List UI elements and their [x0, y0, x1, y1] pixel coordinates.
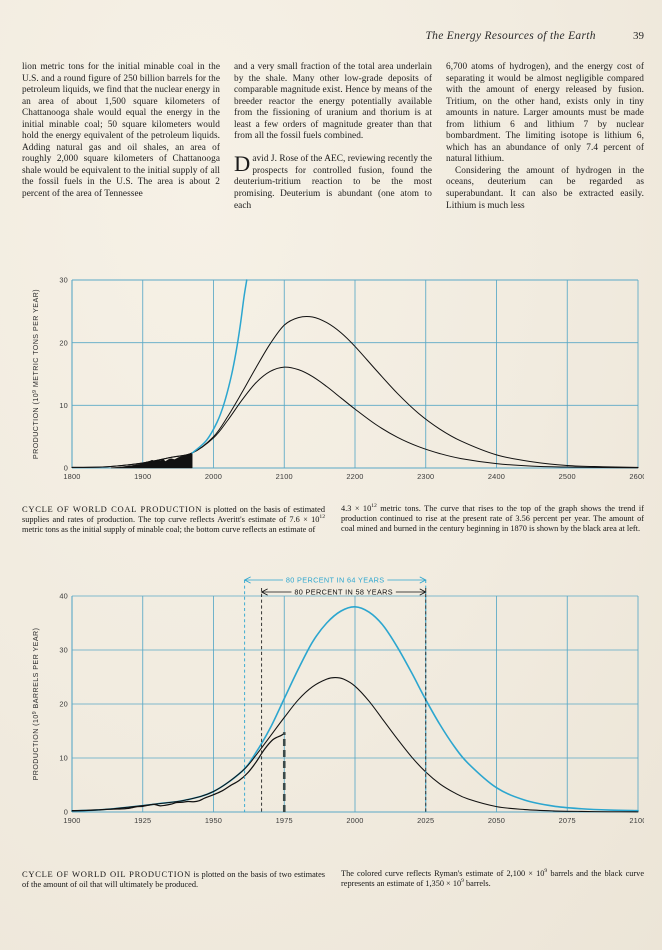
body-column-1: lion metric tons for the initial minable…: [22, 62, 220, 212]
chart2-y-tick: 10: [59, 754, 68, 763]
chart1-y-tick: 0: [64, 464, 68, 473]
chart2-y-tick: 40: [59, 592, 68, 601]
caption-oil-chart: CYCLE OF WORLD OIL PRODUCTION is plotted…: [22, 868, 645, 890]
paragraph-col2-a: and a very small fraction of the total a…: [234, 62, 432, 142]
caption2-left: CYCLE OF WORLD OIL PRODUCTION is plotted…: [22, 869, 325, 890]
chart2-x-tick: 1900: [63, 816, 80, 825]
chart2-y-tick: 0: [64, 808, 68, 817]
chart2-observed-history: [71, 732, 285, 812]
body-column-2: and a very small fraction of the total a…: [234, 62, 432, 212]
chart1-y-tick: 20: [59, 338, 68, 347]
chart2-y-tick: 20: [59, 700, 68, 709]
caption1-left-rest: is plotted on the basis of estimated sup…: [22, 505, 325, 525]
chart2-curve: [71, 677, 639, 813]
caption1-lead: CYCLE OF WORLD COAL PRODUCTION: [22, 504, 203, 514]
chart2-y-tick: 30: [59, 646, 68, 655]
chart2-annotation-label: 80 PERCENT IN 64 YEARS: [286, 576, 385, 585]
chart1-x-tick: 1900: [134, 472, 151, 481]
chart1-x-tick: 2000: [205, 472, 222, 481]
chart2-plot-area: 80 PERCENT IN 64 YEARS 80 PERCENT IN 58 Y…: [32, 576, 644, 825]
body-column-3: 6,700 atoms of hydrogen), and the energy…: [446, 62, 644, 212]
caption2-right-exponent-2: 9: [461, 878, 464, 885]
caption-coal-chart: CYCLE OF WORLD COAL PRODUCTION is plotte…: [22, 503, 644, 536]
chart1-series-group: [71, 279, 639, 469]
chart2-series-group: [71, 605, 639, 813]
chart2-x-tick: 2000: [346, 816, 363, 825]
chart1-gridlines: [71, 279, 639, 469]
page-number: 39: [633, 30, 644, 42]
running-head: The Energy Resources of the Earth 39: [0, 30, 644, 42]
chart2-y-axis-label: PRODUCTION (109 BARRELS PER YEAR): [32, 628, 40, 781]
drop-cap: D: [234, 151, 251, 177]
chart2-gridlines: [71, 595, 639, 813]
chart2-x-tick: 2025: [417, 816, 434, 825]
chart2-x-tick: 1975: [276, 816, 293, 825]
caption2-right: The colored curve reflects Ryman's estim…: [341, 868, 645, 890]
chart1-curve: [191, 279, 248, 454]
chart2-annotation-label: 80 PERCENT IN 58 YEARS: [294, 588, 393, 597]
paragraph-col3-a: 6,700 atoms of hydrogen), and the energy…: [446, 62, 644, 165]
caption2-lead: CYCLE OF WORLD OIL PRODUCTION: [22, 869, 191, 879]
chart1-x-tick: 1800: [63, 472, 80, 481]
chart2-x-tick: 1925: [134, 816, 151, 825]
chart-oil-production: 80 PERCENT IN 64 YEARS 80 PERCENT IN 58 Y…: [22, 568, 644, 840]
caption2-right-pre: The colored curve reflects Ryman's estim…: [341, 869, 545, 878]
body-columns: lion metric tons for the initial minable…: [22, 62, 644, 212]
paragraph-col3-b: Considering the amount of hydrogen in th…: [446, 165, 644, 211]
chart2-x-tick: 2100: [629, 816, 644, 825]
chart2-tick-labels: 1900 1925 1950 1975 2000 2025 2050 2075 2100 0 10 2…: [59, 592, 644, 825]
chart1-x-tick: 2500: [559, 472, 576, 481]
caption1-left-exponent: 12: [319, 514, 325, 521]
caption2-right-exponent: 9: [544, 868, 548, 875]
paragraph-spacer: [234, 143, 432, 155]
chart1-y-axis-label: PRODUCTION (109 METRIC TONS PER YEAR): [32, 289, 40, 459]
chart1-x-tick: 2400: [488, 472, 505, 481]
caption2-left-rest: is plotted on the basis of two estimates…: [22, 870, 325, 890]
caption2-right-mid: barrels and the black curve represents a…: [341, 869, 645, 889]
paragraph-col1: lion metric tons for the initial minable…: [22, 62, 220, 200]
chart2-annotations: 80 PERCENT IN 64 YEARS 80 PERCENT IN 58 Y…: [243, 576, 427, 812]
chart1-y-tick: 30: [59, 276, 68, 285]
chart1-ylabel-text: PRODUCTION (109 METRIC TONS PER YEAR): [32, 289, 40, 459]
caption1-right-exponent: 12: [371, 503, 377, 510]
chart2-x-tick: 2050: [488, 816, 505, 825]
chart1-x-tick: 2100: [276, 472, 293, 481]
chart2-ylabel-text: PRODUCTION (109 BARRELS PER YEAR): [32, 628, 40, 781]
chart1-x-tick: 2300: [417, 472, 434, 481]
caption1-right-rest: metric tons. The curve that rises to the…: [341, 504, 644, 534]
running-head-title: The Energy Resources of the Earth: [425, 30, 596, 42]
paragraph-col2-b-text: avid J. Rose of the AEC, reviewing recen…: [234, 154, 432, 211]
caption1-left-rest2: metric tons as the initial supply of min…: [22, 525, 316, 535]
chart1-y-tick: 10: [59, 401, 68, 410]
caption1-right: 4.3 × 1012 metric tons. The curve that r…: [341, 503, 644, 536]
caption1-left: CYCLE OF WORLD COAL PRODUCTION is plotte…: [22, 504, 325, 536]
chart-oil-svg: 80 PERCENT IN 64 YEARS 80 PERCENT IN 58 Y…: [32, 576, 644, 825]
caption1-right-pre: 4.3 × 10: [341, 504, 372, 513]
chart2-x-tick: 1950: [205, 816, 222, 825]
caption2-right-end: barrels.: [463, 879, 491, 889]
chart1-x-tick: 2200: [346, 472, 363, 481]
chart2-x-tick: 2075: [559, 816, 576, 825]
